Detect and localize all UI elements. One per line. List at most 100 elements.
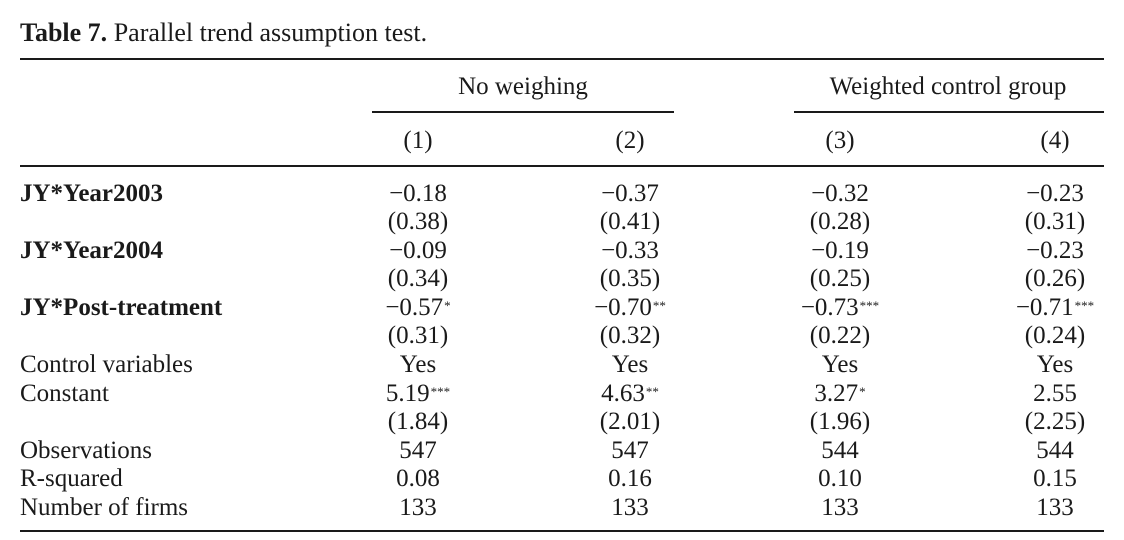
row-label: Constant bbox=[20, 380, 109, 407]
cell-value: (0.35) bbox=[599, 265, 661, 292]
row-label: R-squared bbox=[20, 465, 123, 492]
cell-value: 3.27 bbox=[814, 380, 859, 407]
group-rule-1 bbox=[372, 111, 674, 113]
cell-value: (0.31) bbox=[387, 322, 449, 349]
table-cell: (0.24) bbox=[1025, 322, 1085, 350]
cell-value: (0.24) bbox=[1024, 322, 1086, 349]
table-cell: −0.09 bbox=[389, 237, 447, 265]
cell-value: (1.96) bbox=[809, 408, 871, 435]
cell-value: (2.25) bbox=[1024, 408, 1086, 435]
cell-value: (0.31) bbox=[1024, 208, 1086, 235]
table-cell: 133 bbox=[611, 494, 649, 522]
cell-value: −0.57 bbox=[385, 294, 444, 321]
table-cell: (2.01) bbox=[600, 408, 660, 436]
cell-value: 544 bbox=[821, 437, 859, 464]
table-cell: (0.31) bbox=[388, 322, 448, 350]
cell-value: 547 bbox=[611, 437, 649, 464]
table-cell: 133 bbox=[1036, 494, 1074, 522]
significance-stars: *** bbox=[430, 384, 451, 399]
table-cell: (0.26) bbox=[1025, 265, 1085, 293]
cell-value: −0.71 bbox=[1015, 294, 1074, 321]
significance-stars: ** bbox=[652, 298, 666, 313]
table-cell: −0.71*** bbox=[1016, 294, 1094, 322]
table-cell: 0.08 bbox=[396, 465, 440, 493]
column-header-2: (2) bbox=[615, 127, 645, 154]
table-cell: (0.31) bbox=[1025, 208, 1085, 236]
cell-value: −0.32 bbox=[811, 180, 869, 207]
table-cell: 3.27* bbox=[814, 380, 865, 408]
table-cell: Yes bbox=[612, 351, 648, 379]
cell-value: (2.01) bbox=[599, 408, 661, 435]
header-rule bbox=[20, 165, 1104, 167]
table-cell: −0.23 bbox=[1026, 180, 1084, 208]
cell-value: (0.26) bbox=[1024, 265, 1086, 292]
table-cell: 0.10 bbox=[818, 465, 862, 493]
cell-value: Yes bbox=[399, 351, 437, 378]
column-header-1: (1) bbox=[403, 127, 433, 154]
cell-value: 0.10 bbox=[818, 465, 862, 492]
table-cell: 5.19*** bbox=[386, 380, 450, 408]
table-cell: (2.25) bbox=[1025, 408, 1085, 436]
table-cell: (0.34) bbox=[388, 265, 448, 293]
row-label: JY*Post-treatment bbox=[20, 294, 223, 321]
cell-value: −0.33 bbox=[601, 237, 659, 264]
table-cell: 547 bbox=[611, 437, 649, 465]
cell-value: −0.73 bbox=[800, 294, 859, 321]
cell-value: −0.70 bbox=[594, 294, 652, 321]
cell-value: 133 bbox=[1036, 494, 1074, 521]
cell-value: −0.23 bbox=[1026, 237, 1084, 264]
table-cell: 2.55 bbox=[1033, 380, 1077, 408]
significance-stars: * bbox=[859, 384, 866, 399]
cell-value: −0.37 bbox=[601, 180, 659, 207]
cell-value: 0.08 bbox=[396, 465, 440, 492]
table-cell: 544 bbox=[821, 437, 859, 465]
table-cell: −0.18 bbox=[389, 180, 447, 208]
significance-stars: * bbox=[444, 298, 451, 313]
table-cell: −0.73*** bbox=[801, 294, 879, 322]
significance-stars: ** bbox=[645, 384, 659, 399]
table-cell: (1.84) bbox=[388, 408, 448, 436]
cell-value: 0.15 bbox=[1033, 465, 1077, 492]
table-cell: 544 bbox=[1036, 437, 1074, 465]
cell-value: −0.09 bbox=[389, 237, 447, 264]
cell-value: (0.28) bbox=[809, 208, 871, 235]
table-cell: Yes bbox=[1037, 351, 1073, 379]
cell-value: 133 bbox=[821, 494, 859, 521]
table-cell: 0.16 bbox=[608, 465, 652, 493]
table-cell: 4.63** bbox=[601, 380, 659, 408]
cell-value: (0.25) bbox=[809, 265, 871, 292]
cell-value: 2.55 bbox=[1033, 380, 1077, 407]
row-label: Control variables bbox=[20, 351, 193, 378]
cell-value: 133 bbox=[611, 494, 649, 521]
table-cell: Yes bbox=[400, 351, 436, 379]
table-cell: (0.38) bbox=[388, 208, 448, 236]
cell-value: 5.19 bbox=[385, 380, 430, 407]
table-cell: (0.41) bbox=[600, 208, 660, 236]
table-caption: Table 7. Parallel trend assumption test. bbox=[20, 16, 427, 50]
top-rule bbox=[20, 58, 1104, 60]
table-cell: −0.37 bbox=[601, 180, 659, 208]
table-cell: (1.96) bbox=[810, 408, 870, 436]
cell-value: Yes bbox=[1036, 351, 1074, 378]
cell-value: (0.38) bbox=[387, 208, 449, 235]
cell-value: −0.19 bbox=[811, 237, 869, 264]
cell-value: −0.23 bbox=[1026, 180, 1084, 207]
table-cell: 133 bbox=[399, 494, 437, 522]
group-header-weighted-control: Weighted control group bbox=[829, 73, 1067, 100]
cell-value: 544 bbox=[1036, 437, 1074, 464]
table-cell: (0.32) bbox=[600, 322, 660, 350]
table-cell: −0.70** bbox=[594, 294, 666, 322]
bottom-rule bbox=[20, 530, 1104, 532]
table-cell: −0.33 bbox=[601, 237, 659, 265]
table-cell: −0.32 bbox=[811, 180, 869, 208]
table-title: Parallel trend assumption test. bbox=[113, 18, 428, 47]
row-label: JY*Year2003 bbox=[20, 180, 164, 207]
table-cell: (0.28) bbox=[810, 208, 870, 236]
cell-value: 0.16 bbox=[608, 465, 652, 492]
table-label: Table 7. bbox=[20, 18, 108, 47]
table-cell: −0.57* bbox=[385, 294, 450, 322]
table-cell: (0.22) bbox=[810, 322, 870, 350]
table-cell: 133 bbox=[821, 494, 859, 522]
cell-value: 133 bbox=[399, 494, 437, 521]
significance-stars: *** bbox=[859, 298, 880, 313]
